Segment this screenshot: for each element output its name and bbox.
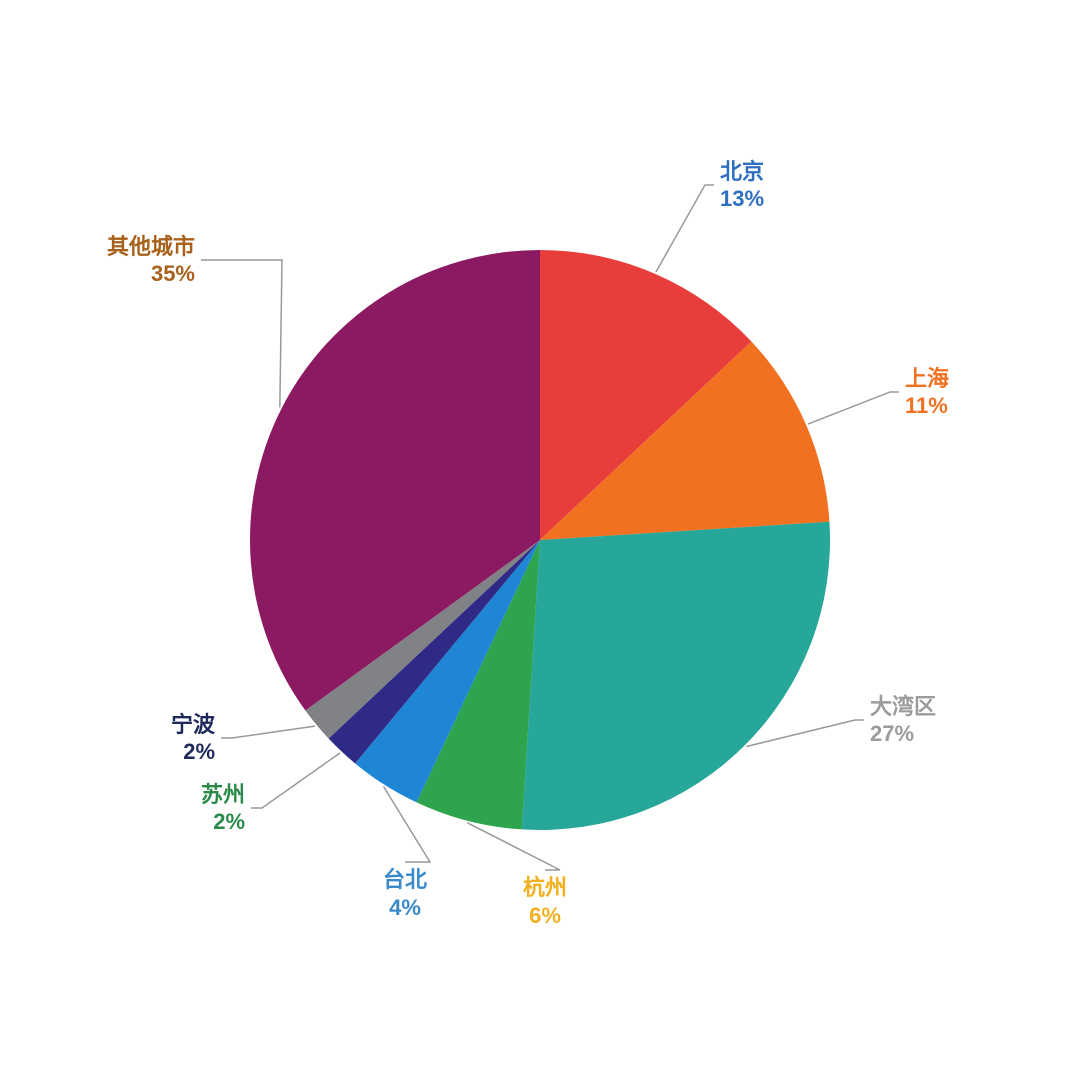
slice-percent: 35% [107,260,195,288]
leader-line [656,185,714,272]
pie-slice-label: 大湾区27% [870,693,936,748]
slice-name: 苏州 [201,781,245,809]
slice-percent: 4% [383,894,427,922]
pie-slice-label: 苏州2% [201,781,245,836]
pie-chart: 北京13%上海11%大湾区27%杭州6%台北4%苏州2%宁波2%其他城市35% [0,0,1080,1080]
slice-name: 其他城市 [107,233,195,261]
pie-slice-label: 北京13% [720,158,764,213]
slice-name: 宁波 [171,711,215,739]
slice-percent: 2% [201,808,245,836]
pie-slice-label: 宁波2% [171,711,215,766]
slice-name: 大湾区 [870,693,936,721]
slice-name: 上海 [905,365,949,393]
slice-name: 杭州 [523,874,567,902]
leader-line [221,726,315,738]
leader-line [251,753,340,808]
slice-name: 北京 [720,158,764,186]
pie-slice-label: 其他城市35% [107,233,195,288]
slice-percent: 2% [171,738,215,766]
slice-percent: 13% [720,185,764,213]
pie-slice-label: 上海11% [905,365,949,420]
pie-slice [522,522,830,830]
slice-percent: 6% [523,902,567,930]
slice-name: 台北 [383,866,427,894]
leader-line [808,392,899,424]
slice-percent: 27% [870,720,936,748]
leader-line [201,260,282,407]
pie-slice-label: 台北4% [383,866,427,921]
pie-slice-label: 杭州6% [523,874,567,929]
slice-percent: 11% [905,392,949,420]
